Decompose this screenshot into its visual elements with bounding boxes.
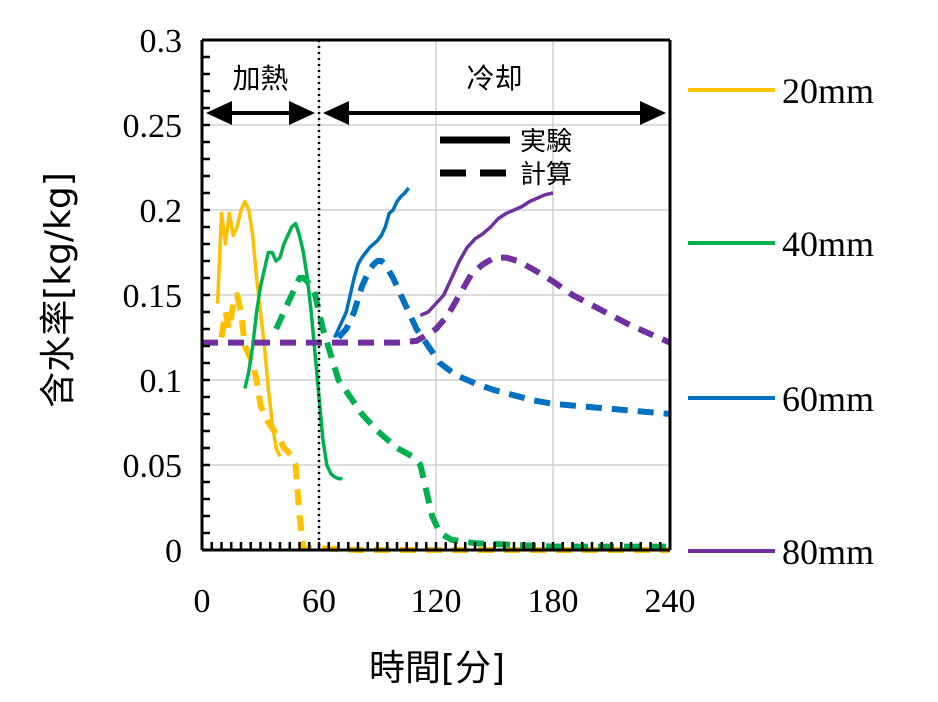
phase-annotations: 加熱 冷却 [206,62,666,125]
y-tick-label: 0.1 [140,363,183,400]
phase-label: 冷却 [466,62,522,95]
phase-arrow-head-left [323,101,349,125]
x-tick-label: 0 [194,583,211,620]
y-tick-label: 0.2 [140,193,183,230]
series-line-80mm-exp [419,191,554,318]
series-line-20mm-exp [215,199,282,458]
series-line-20mm-calc [218,292,670,553]
y-tick-label: 0.05 [123,448,183,485]
series-line-40mm-exp [243,221,343,481]
y-axis-title: 含水率[kg/kg] [38,172,79,408]
legend-label-20mm: 20mm [782,71,874,111]
phase-arrow-head-left [206,101,232,125]
series-line-60mm-calc [336,258,671,417]
tick-labels: 0 0.05 0.1 0.15 0.2 0.25 0.3 0 60 120 180 240 [123,23,696,620]
y-tick-label: 0.3 [140,23,183,60]
legend-label-40mm: 40mm [782,224,874,264]
y-tick-label: 0.15 [123,278,183,315]
x-axis-title: 時間[分] [369,648,505,689]
x-tick-label: 240 [645,583,696,620]
axes-layer [200,38,672,552]
x-tick-label: 120 [411,583,462,620]
series-line-80mm-calc [202,254,672,346]
legend-label-80mm: 80mm [782,532,874,572]
phase-label: 加熱 [232,62,288,95]
style-legend-label: 計算 [520,160,572,190]
series-legend: 20mm 40mm 60mm 80mm [688,71,874,572]
grid-layer [202,39,671,550]
phase-arrow-head-right [640,101,666,125]
legend-label-60mm: 60mm [782,379,874,419]
phase-arrow-head-right [289,101,315,125]
y-tick-label: 0 [165,533,182,570]
x-tick-label: 180 [528,583,579,620]
series-line-40mm-calc [273,275,670,550]
x-tick-label: 60 [302,583,336,620]
series-line-60mm-exp [333,186,411,339]
style-legend-label: 実験 [520,127,572,157]
y-tick-label: 0.25 [123,108,183,145]
